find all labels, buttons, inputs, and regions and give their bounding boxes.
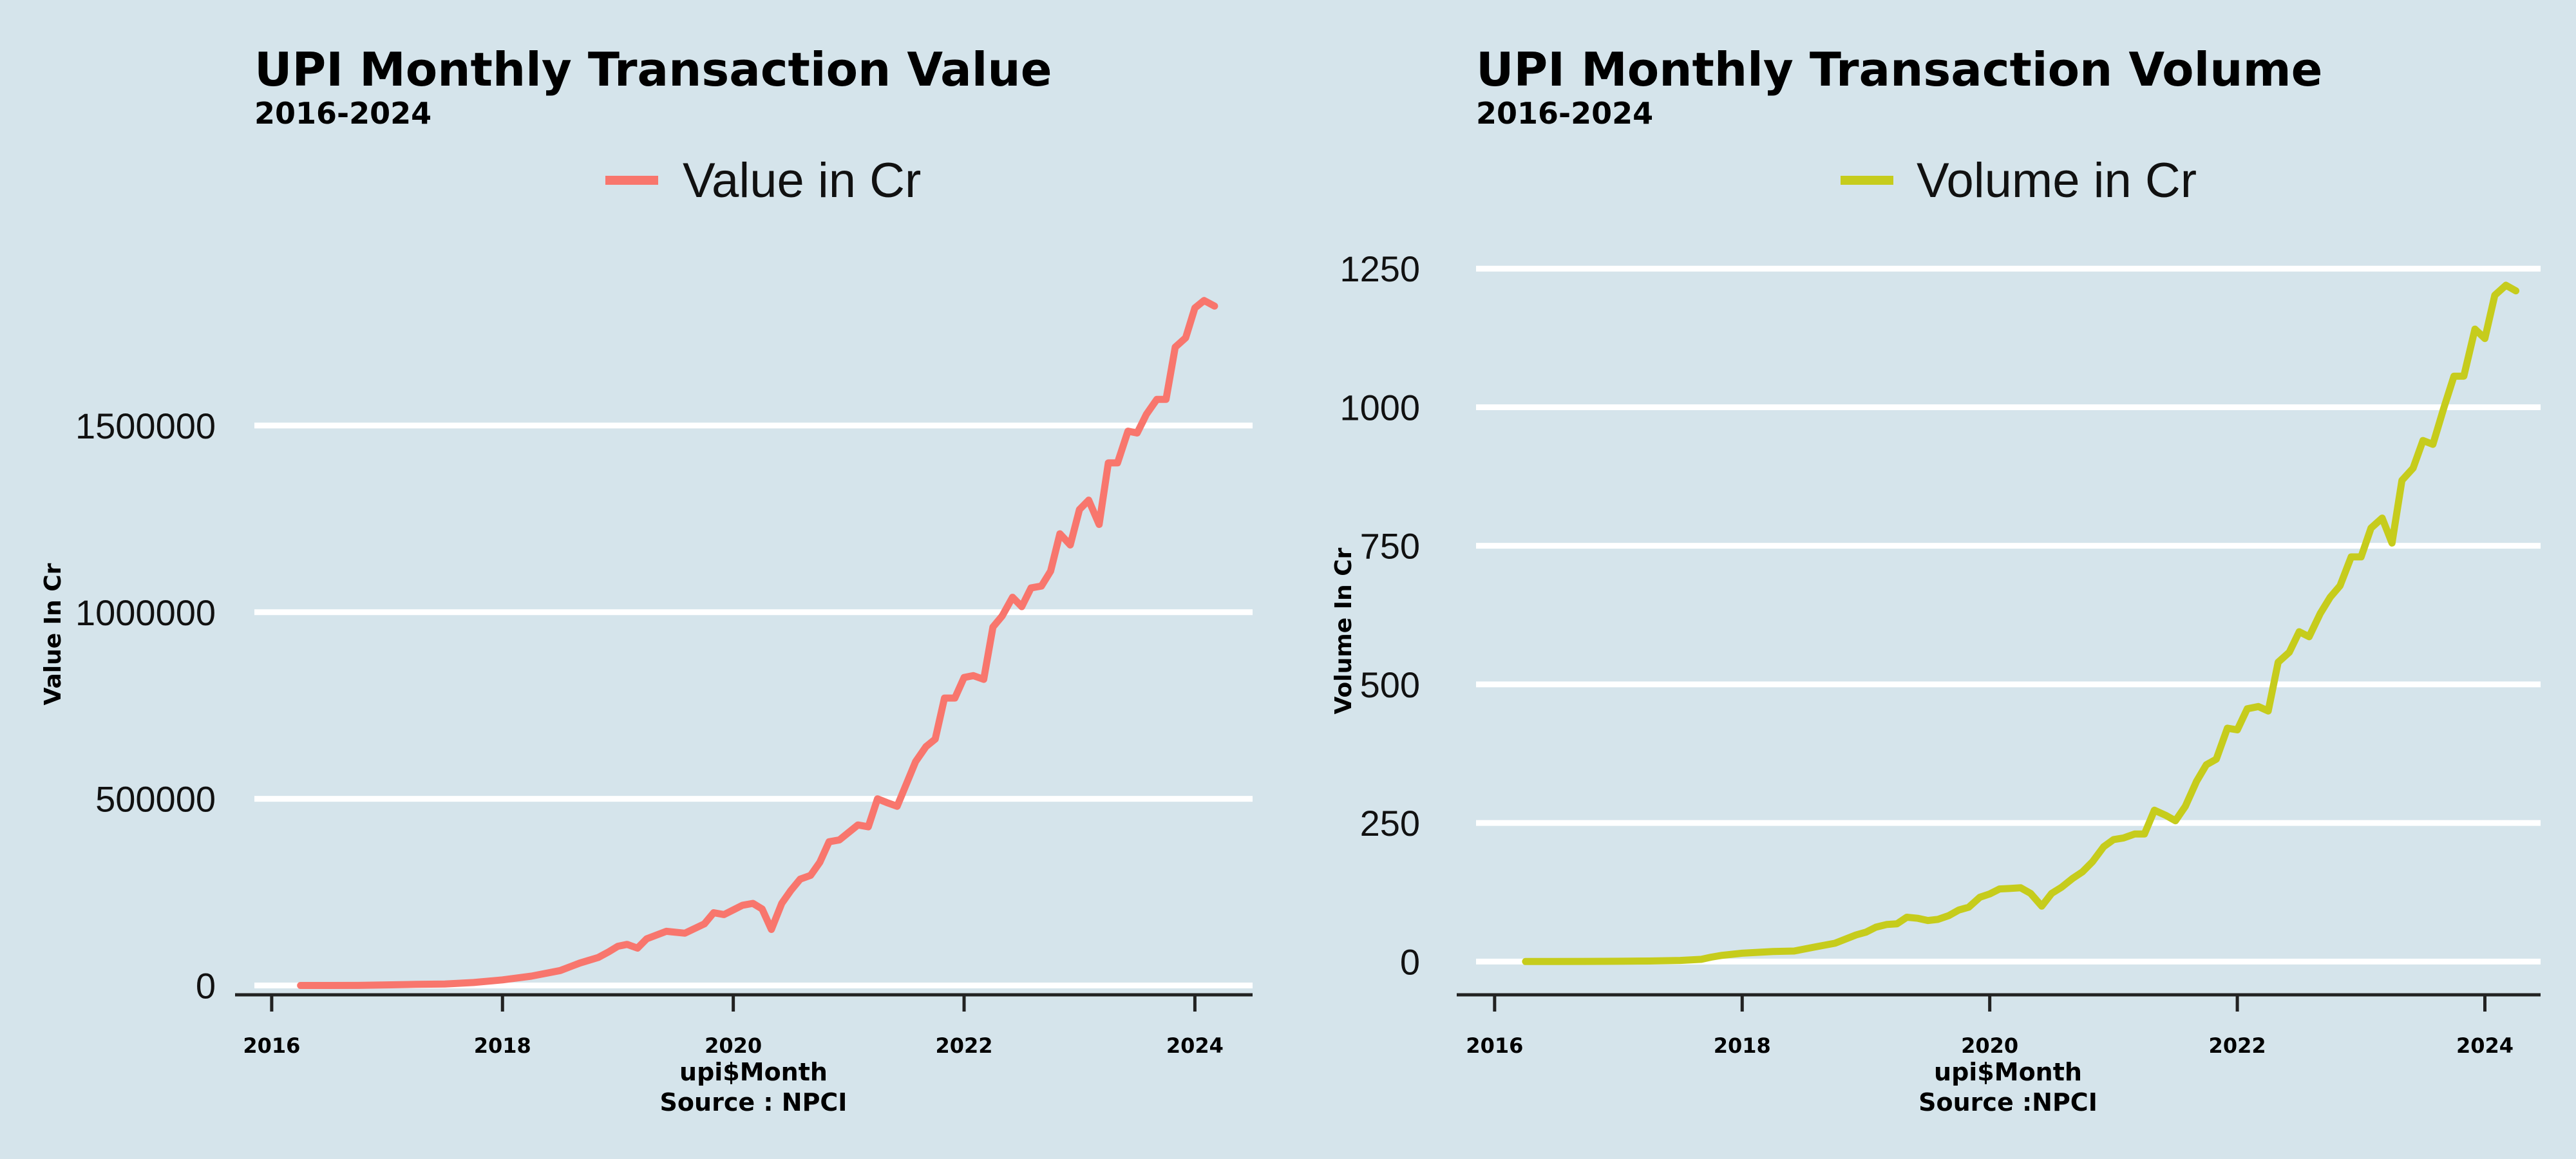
volume-chart-caption: Source :NPCI [1918,1088,2098,1117]
volume-x-tick-label: 2024 [2456,1033,2514,1058]
value-x-tick-label: 2024 [1166,1033,1224,1058]
value-chart-title: UPI Monthly Transaction Value [254,42,1052,97]
value-chart-y-axis-title: Value In Cr [40,563,66,705]
volume-x-tick-label: 2022 [2209,1033,2266,1058]
volume-chart-y-axis-title: Volume In Cr [1331,547,1357,714]
volume-chart-x-axis-title: upi$Month [1934,1058,2082,1086]
value-y-tick-label: 0 [196,966,216,1006]
value-y-tick-label: 500000 [95,779,216,820]
volume-chart-legend: Volume in Cr [1841,153,2197,208]
volume-chart-subtitle: 2016-2024 [1476,96,1653,131]
value-chart-caption: Source : NPCI [660,1088,848,1117]
volume-y-tick-label: 250 [1360,803,1420,843]
volume-y-tick-label: 1000 [1340,387,1420,428]
volume-chart-title: UPI Monthly Transaction Volume [1476,42,2322,97]
volume-x-tick-label: 2020 [1961,1033,2018,1058]
value-x-tick-label: 2020 [705,1033,762,1058]
value-chart-legend: Value in Cr [605,153,921,208]
value-x-tick-label: 2018 [474,1033,531,1058]
value-chart-panel: UPI Monthly Transaction Value 2016-2024 … [40,42,1253,1117]
value-x-tick-label: 2016 [243,1033,300,1058]
value-legend-label: Value in Cr [683,153,921,208]
volume-y-tick-label: 750 [1360,526,1420,567]
volume-x-tick-label: 2016 [1466,1033,1523,1058]
volume-series-line [1522,281,2520,965]
volume-legend-label: Volume in Cr [1917,153,2197,208]
volume-y-tick-label: 0 [1400,941,1420,982]
volume-chart-panel: UPI Monthly Transaction Volume 2016-2024… [1331,42,2541,1117]
value-chart-x-axis-title: upi$Month [679,1058,828,1086]
value-chart-subtitle: 2016-2024 [254,96,431,131]
volume-y-tick-label: 1250 [1340,249,1420,289]
value-y-tick-label: 1500000 [75,406,216,446]
value-x-tick-label: 2022 [935,1033,992,1058]
volume-x-tick-label: 2018 [1714,1033,1771,1058]
volume-y-tick-label: 500 [1360,664,1420,705]
value-y-tick-label: 1000000 [75,592,216,633]
value-series-line [297,297,1218,989]
